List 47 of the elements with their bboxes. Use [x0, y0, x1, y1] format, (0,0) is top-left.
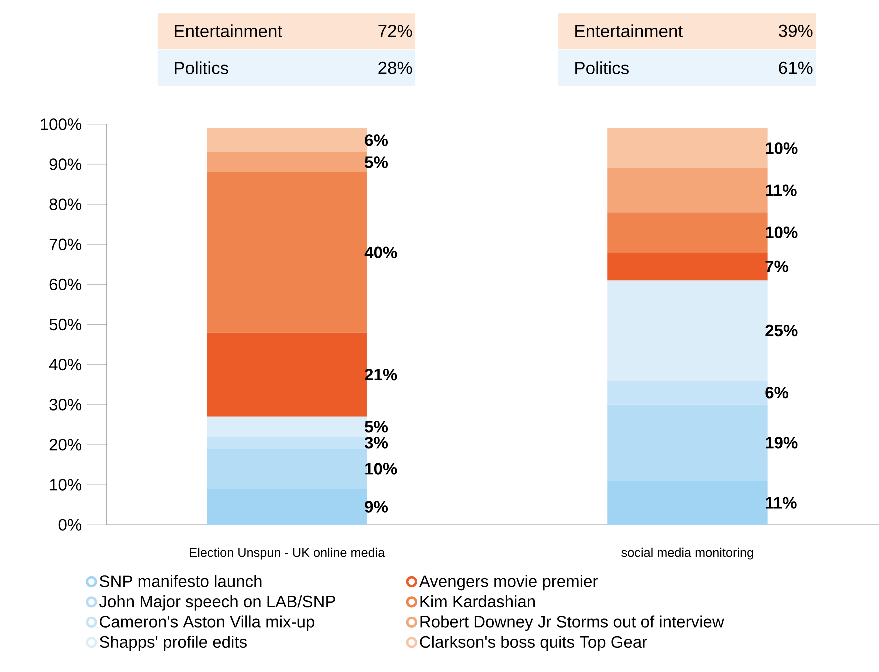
data-label: 6%	[766, 387, 789, 399]
y-tick-label: 50%	[50, 318, 82, 331]
text: 39%	[779, 24, 813, 38]
data-label: 5%	[365, 156, 388, 168]
legend-label: John Major speech on LAB/SNP	[99, 596, 336, 611]
y-tick-label: 10%	[50, 479, 82, 491]
data-label: 11%	[766, 184, 797, 196]
y-tick-label: 20%	[50, 439, 82, 451]
data-label: 9%	[365, 501, 388, 513]
text: Entertainment	[175, 24, 282, 38]
data-label: 10%	[766, 142, 798, 154]
y-tick-label: 30%	[50, 399, 82, 411]
bar	[608, 128, 768, 169]
y-tick-label: 80%	[50, 198, 82, 210]
data-label: 25%	[766, 324, 798, 337]
bar	[608, 212, 768, 253]
x-tick-label: social media monitoring	[622, 548, 754, 560]
text: 61%	[779, 62, 813, 74]
y-tick-label: 100%	[41, 118, 82, 130]
bar	[608, 404, 768, 482]
legend-label: Kim Kardashian	[420, 596, 535, 608]
data-label: 10%	[366, 463, 398, 475]
text: Politics	[576, 62, 629, 75]
bar	[207, 449, 368, 490]
text: Politics	[175, 62, 228, 75]
data-label: 3%	[364, 437, 388, 449]
legend-label: Avengers movie premier	[419, 575, 598, 591]
y-tick-label: 70%	[50, 238, 82, 251]
y-tick-label: 0%	[58, 519, 82, 531]
data-label: 11%	[766, 497, 797, 509]
y-tick-label: 60%	[50, 278, 82, 291]
data-label: 6%	[365, 134, 388, 146]
legend-label: Cameron's Aston Villa mix-up	[100, 616, 314, 632]
text: 28%	[378, 62, 412, 74]
legend-label: Robert Downey Jr Storms out of interview	[420, 616, 724, 632]
x-tick-label: Election Unspun - UK online media	[190, 548, 386, 560]
data-label: 19%	[766, 437, 798, 449]
legend-label: SNP manifesto launch	[100, 575, 262, 588]
bar	[608, 481, 768, 526]
legend-label: Clarkson's boss quits Top Gear	[420, 636, 648, 652]
data-label: 5%	[365, 421, 388, 433]
text: 72%	[378, 25, 412, 38]
y-tick-label: 40%	[49, 359, 82, 371]
text: Entertainment	[576, 24, 683, 38]
y-tick-label: 90%	[50, 158, 82, 170]
legend-label: Shapps' profile edits	[100, 636, 247, 652]
bar	[608, 168, 768, 213]
